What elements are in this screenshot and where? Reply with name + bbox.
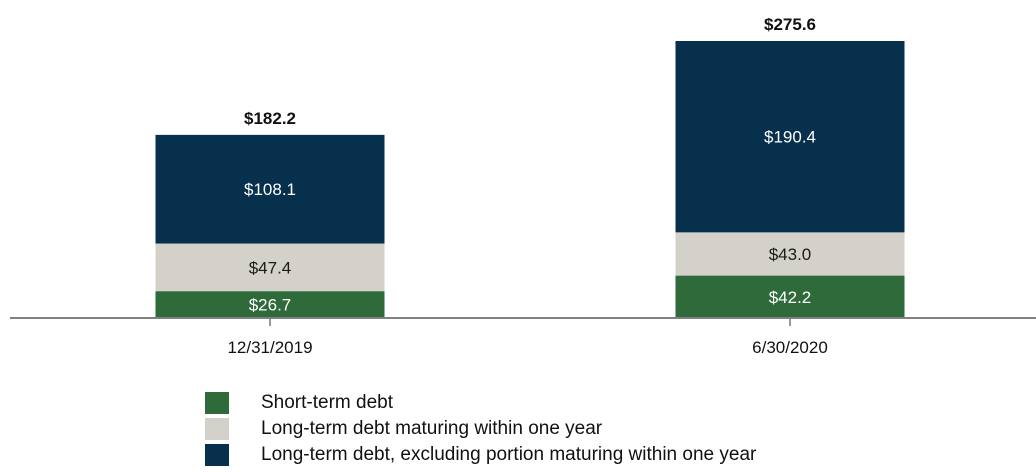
bar-segment-1-2 <box>675 275 905 318</box>
legend-swatch-short-term-debt <box>205 392 229 414</box>
data-label-2-2: $43.0 <box>769 245 812 264</box>
legend-swatch-long-term-excluding <box>205 444 229 466</box>
bar-segment-3-1 <box>155 134 385 244</box>
total-label-2: $275.6 <box>764 15 816 34</box>
stacked-bar-chart: $26.7 $47.4 $108.1 $182.2 12/31/2019 $42.2 $43… <box>10 15 1036 357</box>
legend-label-long-term-excluding: Long-term debt, excluding portion maturi… <box>261 444 757 465</box>
bar-segment-2-2 <box>675 232 905 276</box>
data-label-2-1: $47.4 <box>249 258 292 277</box>
legend: Short-term debt Long-term debt maturing … <box>205 390 756 468</box>
data-label-1-2: $42.2 <box>769 288 812 307</box>
legend-item-short-term-debt: Short-term debt <box>205 390 756 416</box>
bar-segment-1-1 <box>155 291 385 318</box>
x-tick-label-1: 12/31/2019 <box>227 338 312 357</box>
x-tick-label-2: 6/30/2020 <box>752 338 828 357</box>
legend-label-short-term-debt: Short-term debt <box>261 392 393 413</box>
bar-segment-2-1 <box>155 243 385 292</box>
legend-label-long-term-current: Long-term debt maturing within one year <box>261 418 603 439</box>
bar-segment-3-2 <box>675 41 905 233</box>
data-label-1-1: $26.7 <box>249 296 292 315</box>
legend-item-long-term-current: Long-term debt maturing within one year <box>205 416 756 442</box>
total-label-1: $182.2 <box>244 109 296 128</box>
legend-item-long-term-excluding: Long-term debt, excluding portion maturi… <box>205 442 756 468</box>
data-label-3-1: $108.1 <box>244 180 296 199</box>
data-label-3-2: $190.4 <box>764 128 816 147</box>
legend-swatch-long-term-current <box>205 418 229 440</box>
